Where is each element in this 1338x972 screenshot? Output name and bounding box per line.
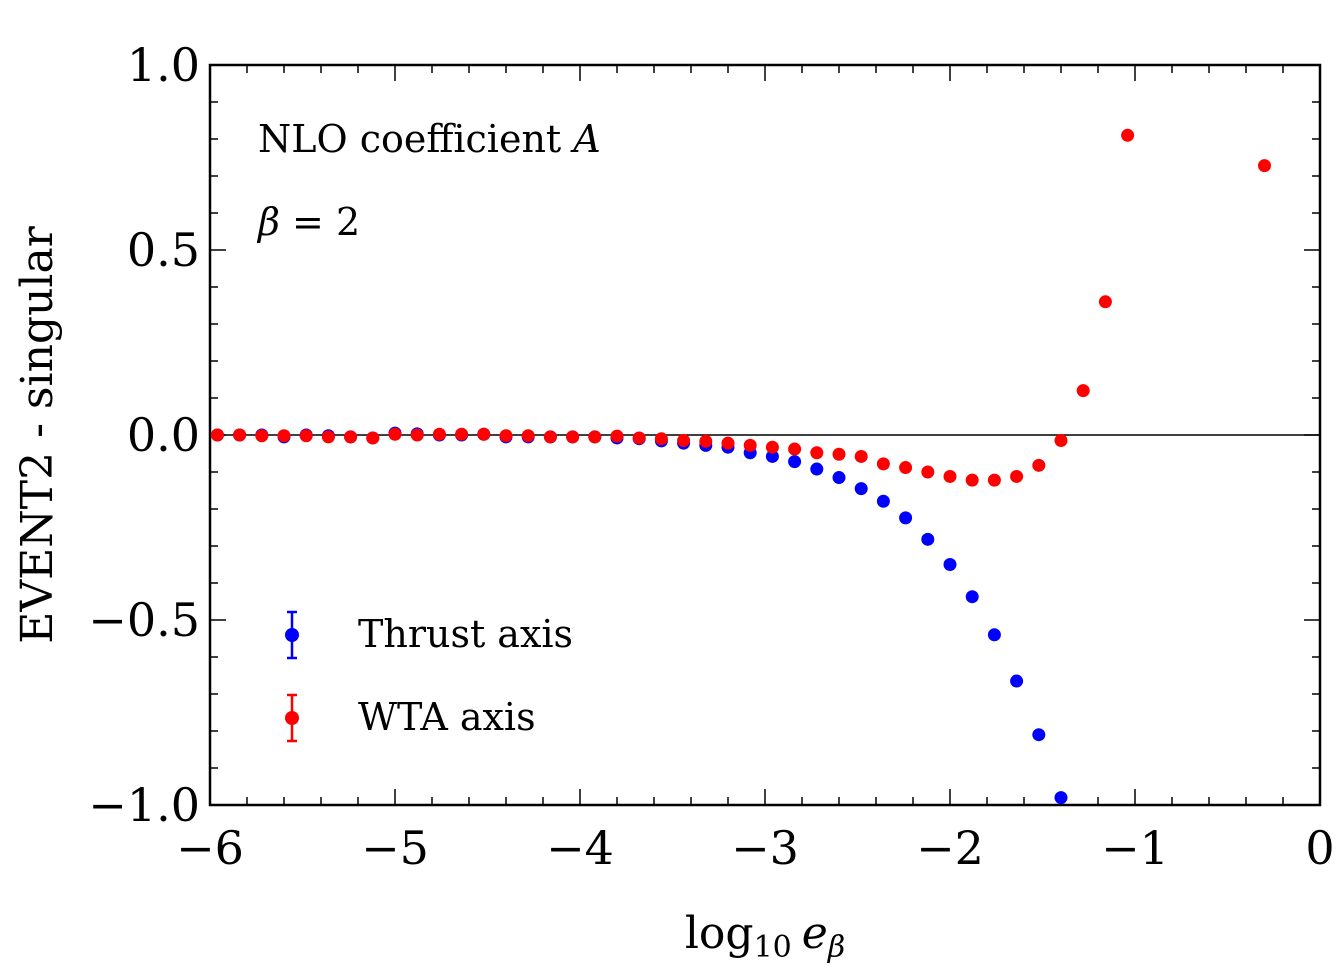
data-point (876, 494, 890, 508)
data-point (810, 462, 824, 476)
data-point (743, 438, 757, 452)
data-point (921, 465, 935, 479)
data-points (210, 128, 1271, 805)
annotation-nlo-prefix: NLO coefficient (258, 117, 573, 161)
annotation-nlo-symbol: A (570, 117, 600, 161)
data-point (1054, 791, 1068, 805)
data-point (543, 430, 557, 444)
data-point (1010, 674, 1024, 688)
data-point (521, 429, 535, 443)
x-axis-title-log-sub: 10 (754, 930, 792, 965)
x-axis-title-var: e (802, 908, 828, 959)
data-point (699, 434, 713, 448)
annotation-beta-symbol: β (256, 200, 280, 244)
x-tick-label: −3 (731, 821, 799, 875)
data-point (654, 432, 668, 446)
axis-tick-labels: −6 −5 −4 −3 −2 −1 0 −1.0 −0.5 0.0 0.5 1.0 (88, 38, 1334, 875)
data-point (1076, 384, 1090, 398)
data-point (1098, 295, 1112, 309)
data-point (876, 457, 890, 471)
data-point (210, 428, 224, 442)
series-thrust-axis (210, 426, 1068, 805)
data-point (588, 430, 602, 444)
x-axis-title-log: log (685, 908, 754, 959)
data-point (677, 434, 691, 448)
data-point (499, 429, 513, 443)
data-point (388, 427, 402, 441)
data-point (477, 427, 491, 441)
data-point (943, 469, 957, 483)
data-point (832, 471, 846, 485)
data-point (455, 427, 469, 441)
data-point (832, 447, 846, 461)
x-tick-label: −6 (176, 821, 244, 875)
data-point (987, 473, 1001, 487)
x-tick-label: −4 (546, 821, 614, 875)
data-point (410, 428, 424, 442)
data-point (321, 430, 335, 444)
data-point (277, 429, 291, 443)
x-tick-label: −2 (916, 821, 984, 875)
data-point (1032, 458, 1046, 472)
x-tick-label: −1 (1101, 821, 1169, 875)
x-tick-label: −5 (361, 821, 429, 875)
series-wta-axis (210, 128, 1271, 487)
legend-marker-wta (285, 693, 299, 743)
x-axis-title-var-sub: β (827, 930, 845, 965)
data-point (765, 440, 779, 454)
x-axis-title: log10 eβ (685, 908, 845, 965)
data-point (299, 429, 313, 443)
data-point (965, 473, 979, 487)
x-tick-label: 0 (1305, 821, 1334, 875)
y-tick-label: 0.5 (127, 223, 200, 277)
data-point (566, 430, 580, 444)
data-point (788, 442, 802, 456)
y-axis-title: EVENT2 - singular (12, 225, 63, 643)
data-point (943, 558, 957, 571)
data-point (765, 449, 779, 463)
legend: Thrust axis WTA axis (285, 610, 573, 743)
legend-label-thrust: Thrust axis (358, 612, 573, 656)
data-point (788, 455, 802, 469)
data-point (432, 427, 446, 441)
legend-marker-thrust (285, 610, 299, 660)
annotation-nlo-coefficient: NLO coefficient A (258, 117, 601, 161)
annotation-beta-value: β = 2 (256, 200, 360, 244)
data-point (854, 482, 868, 496)
data-point (255, 429, 269, 443)
data-point (1258, 159, 1271, 173)
data-point (721, 436, 735, 450)
data-point (921, 532, 935, 546)
y-tick-label: 0.0 (127, 408, 200, 462)
data-point (233, 428, 247, 442)
data-point (854, 449, 868, 463)
data-point (344, 430, 358, 444)
data-point (899, 461, 913, 475)
data-point (987, 628, 1001, 642)
data-point (1032, 728, 1046, 742)
data-point (1054, 434, 1068, 448)
data-point (366, 431, 380, 445)
y-tick-label: 1.0 (127, 38, 200, 92)
y-tick-label: −0.5 (88, 593, 200, 647)
data-point (899, 511, 913, 525)
data-point (610, 429, 624, 443)
data-point (1121, 128, 1135, 142)
legend-label-wta: WTA axis (358, 695, 536, 739)
data-point (965, 590, 979, 604)
annotation-beta-suffix: = 2 (280, 200, 360, 244)
data-point (810, 446, 824, 460)
data-point (632, 431, 646, 445)
y-tick-label: −1.0 (88, 778, 200, 832)
data-point (1010, 469, 1024, 483)
